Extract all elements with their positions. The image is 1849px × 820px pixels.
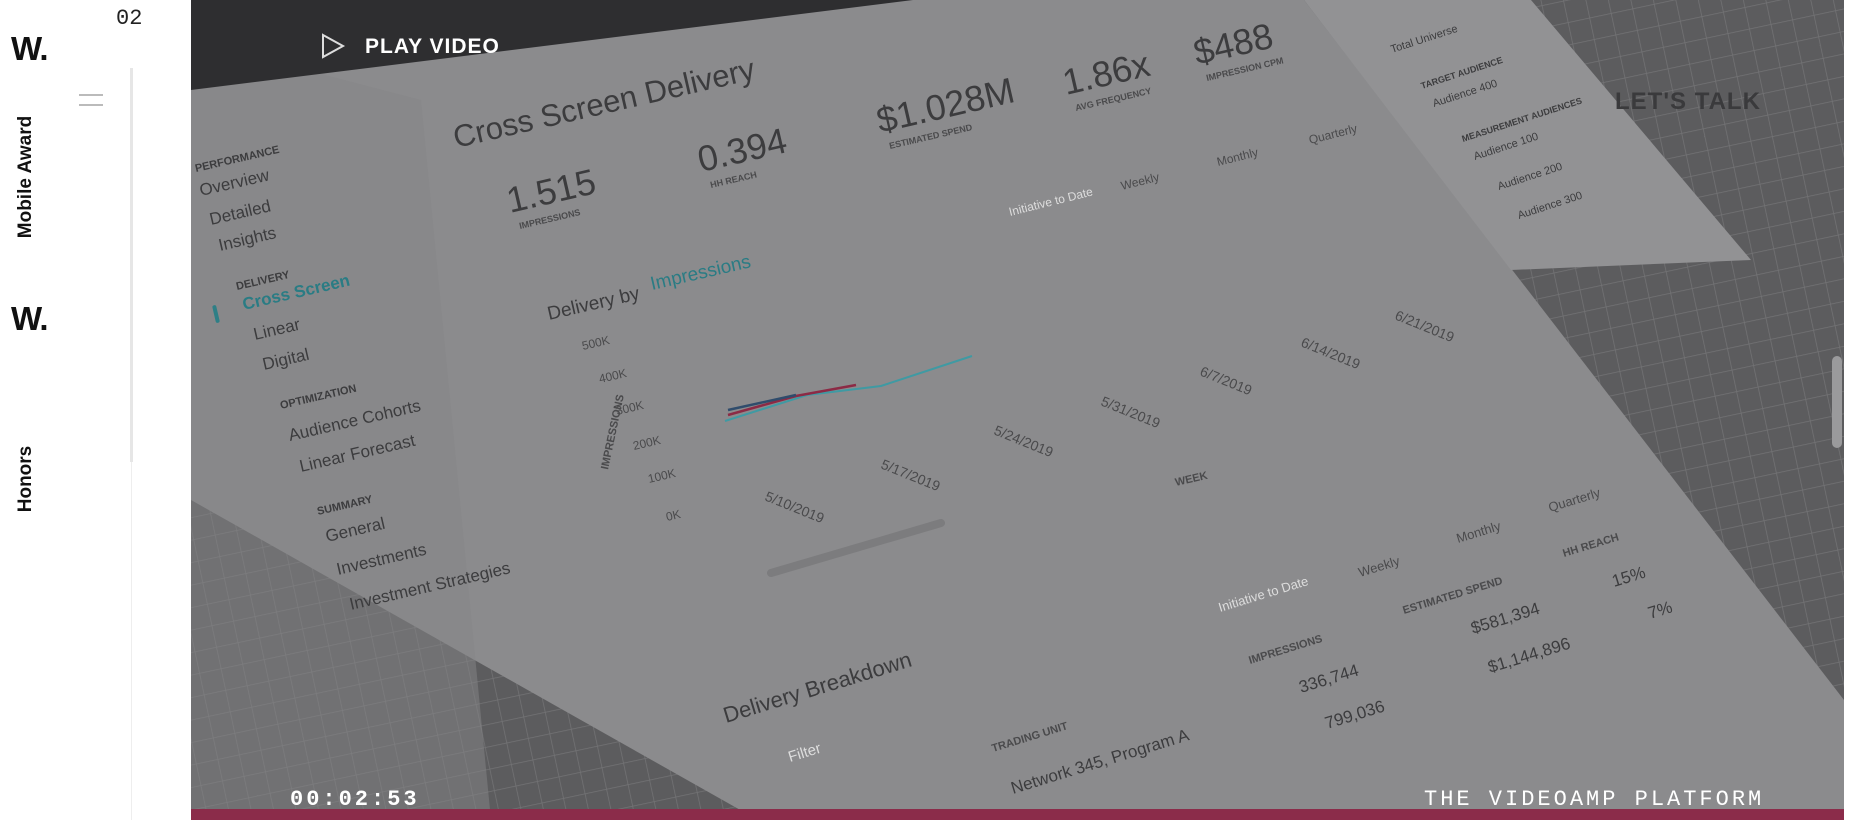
logo: W.: [11, 300, 48, 337]
scrollbar-thumb[interactable]: [1832, 356, 1842, 448]
logo: W.: [11, 30, 48, 67]
sidebar: 02 W. Mobile Award W. Honors: [0, 0, 191, 820]
dashboard-nav: [191, 40, 491, 820]
dashboard-label: 400K: [598, 366, 628, 386]
cta-link[interactable]: LET'S TALK: [1615, 88, 1761, 115]
audience-panel: [1304, 0, 1751, 270]
play-icon[interactable]: [320, 33, 346, 59]
dashboard-sheet: [191, 0, 1844, 820]
honors-label: Honors: [15, 445, 36, 513]
progress-track: [130, 68, 133, 462]
dashboard-label: 500K: [581, 333, 611, 353]
video-progress[interactable]: [191, 809, 1844, 820]
chart-line: [724, 355, 973, 422]
dashboard-label: 300K: [615, 398, 645, 418]
play-video-button[interactable]: PLAY VIDEO: [365, 35, 500, 58]
award-label: Mobile Award: [15, 115, 36, 239]
menu-bar[interactable]: [79, 104, 103, 106]
divider: [131, 462, 132, 820]
menu-bar[interactable]: [79, 94, 103, 96]
dashboard-label: 0K: [665, 507, 682, 524]
video-caption: THE VIDEOAMP PLATFORM: [1424, 787, 1765, 812]
chart-line: [727, 393, 797, 412]
nav-indicator: [212, 305, 220, 323]
top-band: [191, 0, 913, 90]
scroll-indicator: [767, 519, 945, 577]
section-counter: 02: [116, 6, 143, 31]
video[interactable]: Cross Screen Delivery 1.515 IMPRESSIONS 0.3…: [191, 0, 1844, 820]
video-frame: Cross Screen Delivery1.515IMPRESSIONS0.3…: [191, 0, 1844, 820]
dashboard-label: 200K: [632, 433, 662, 453]
timecode: 00:02:53: [290, 787, 420, 812]
dashboard-label: 100K: [647, 466, 677, 486]
